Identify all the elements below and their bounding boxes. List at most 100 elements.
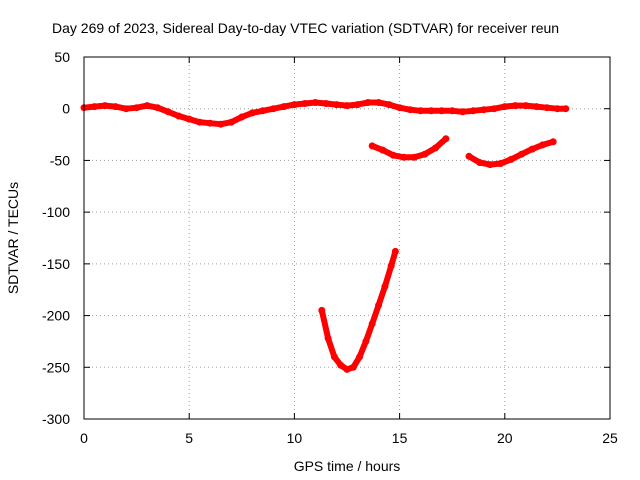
x-tick-label: 5 xyxy=(185,430,193,446)
data-point xyxy=(406,106,414,114)
y-tick-label: -150 xyxy=(42,256,70,272)
data-point xyxy=(217,120,225,128)
data-point xyxy=(368,320,376,328)
x-axis-label: GPS time / hours xyxy=(294,458,401,474)
data-point xyxy=(391,247,399,255)
data-point xyxy=(112,103,120,111)
data-point xyxy=(507,155,515,163)
y-tick-label: 0 xyxy=(62,101,70,117)
data-point xyxy=(133,104,141,112)
data-point xyxy=(528,145,536,153)
data-point xyxy=(539,141,547,149)
data-point xyxy=(164,108,172,116)
data-point xyxy=(396,104,404,112)
y-axis-label: SDTVAR / TECUs xyxy=(5,182,21,294)
data-point xyxy=(269,105,277,113)
data-point xyxy=(476,159,484,166)
x-tick-label: 20 xyxy=(497,430,513,446)
data-point xyxy=(322,100,330,107)
data-point xyxy=(206,119,214,127)
data-point xyxy=(486,161,494,169)
data-point xyxy=(501,103,509,111)
data-point xyxy=(431,144,439,152)
data-point xyxy=(349,363,357,371)
data-point xyxy=(469,107,477,115)
y-tick-label: 50 xyxy=(54,49,70,65)
data-point xyxy=(511,102,519,110)
y-tick-label: -200 xyxy=(42,308,70,324)
data-point xyxy=(91,103,98,111)
data-point xyxy=(438,107,446,115)
y-tick-label: -250 xyxy=(42,359,70,375)
data-point xyxy=(427,107,435,115)
series-arc-2 xyxy=(465,138,557,169)
data-point xyxy=(330,353,338,361)
data-point xyxy=(375,301,383,309)
data-point xyxy=(465,152,473,160)
data-point xyxy=(387,262,395,270)
x-tick-label: 0 xyxy=(80,430,88,446)
data-point xyxy=(375,99,383,106)
y-tick-label: -100 xyxy=(42,204,70,220)
data-point xyxy=(333,101,340,109)
data-point xyxy=(385,101,393,109)
data-point xyxy=(532,103,540,111)
data-point xyxy=(389,151,397,159)
series-main xyxy=(80,99,570,128)
y-tick-label: -50 xyxy=(50,152,70,168)
data-point xyxy=(354,101,361,109)
data-point xyxy=(122,105,130,113)
data-point xyxy=(343,365,351,373)
data-point xyxy=(442,135,450,143)
data-point xyxy=(490,105,498,113)
data-point xyxy=(311,99,319,106)
data-point xyxy=(400,153,408,161)
data-point xyxy=(175,112,183,120)
data-point xyxy=(562,105,570,113)
data-point xyxy=(549,138,557,146)
data-point xyxy=(290,101,298,109)
y-tick-label: -300 xyxy=(42,411,70,427)
data-point xyxy=(410,153,418,161)
data-point xyxy=(343,102,351,110)
data-point xyxy=(337,361,345,369)
chart-title: Day 269 of 2023, Sidereal Day-to-day VTE… xyxy=(52,20,559,36)
data-point xyxy=(364,99,372,106)
data-point xyxy=(324,334,332,342)
data-point xyxy=(238,113,246,121)
data-point xyxy=(448,107,456,115)
data-point xyxy=(227,118,235,126)
data-point xyxy=(248,109,256,117)
data-point xyxy=(301,100,309,107)
data-point xyxy=(143,102,151,110)
x-tick-label: 10 xyxy=(287,430,303,446)
data-point xyxy=(318,306,326,314)
data-point xyxy=(259,107,267,115)
data-point xyxy=(362,337,370,345)
data-point xyxy=(196,118,204,126)
data-point xyxy=(543,104,551,112)
data-point xyxy=(421,150,429,158)
plot-frame xyxy=(83,56,611,420)
data-point xyxy=(480,106,488,114)
data-point xyxy=(381,283,389,291)
data-point xyxy=(356,353,364,361)
data-point xyxy=(459,108,467,116)
data-point xyxy=(101,102,109,110)
data-point xyxy=(522,102,530,110)
data-point xyxy=(417,107,425,115)
series-arc-1 xyxy=(368,135,450,161)
data-point xyxy=(154,104,162,112)
x-tick-label: 25 xyxy=(602,430,618,446)
data-point xyxy=(553,105,561,113)
x-tick-label: 15 xyxy=(392,430,408,446)
data-point xyxy=(368,142,376,150)
series-dip xyxy=(318,247,399,373)
data-point xyxy=(280,103,288,111)
data-point xyxy=(518,150,526,158)
plot-area xyxy=(80,99,570,373)
data-point xyxy=(185,115,193,123)
data-point xyxy=(379,146,387,154)
